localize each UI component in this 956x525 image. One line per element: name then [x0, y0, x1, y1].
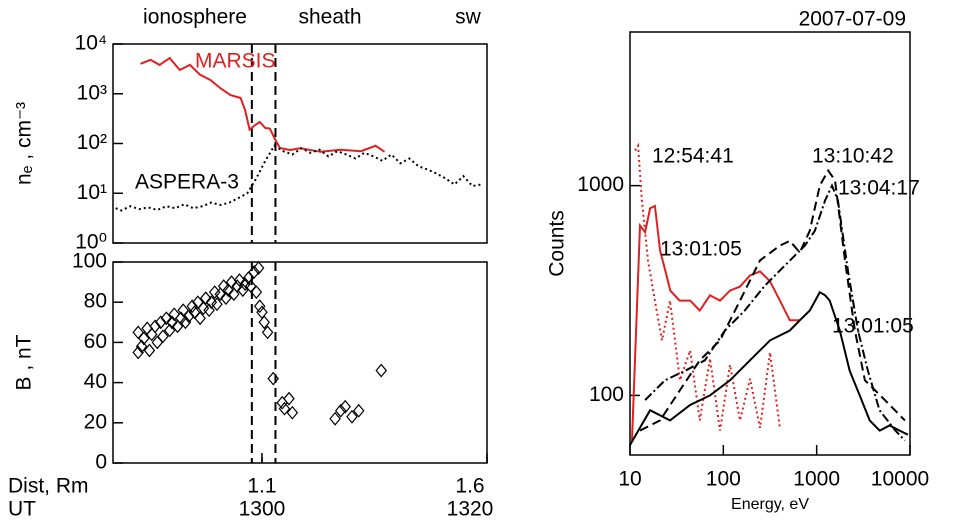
- data-point: [186, 299, 198, 314]
- data-point: [258, 315, 271, 330]
- data-point: [138, 331, 150, 346]
- series-label: 13:04:17: [838, 177, 920, 200]
- data-point: [183, 309, 195, 324]
- data-point: [248, 265, 260, 279]
- data-point: [132, 345, 144, 360]
- y-tick-label: 100: [72, 250, 107, 273]
- data-point: [334, 403, 347, 418]
- y-tick-label: 60: [84, 330, 107, 353]
- data-point: [199, 291, 212, 306]
- data-point: [149, 319, 161, 334]
- x-tick-label: 10: [618, 468, 641, 491]
- data-point: [253, 299, 266, 314]
- data-point: [329, 411, 341, 426]
- x-axis-label: Energy, eV: [731, 496, 809, 513]
- data-point: [261, 325, 274, 340]
- dist-axis-label: Dist, Rm: [8, 475, 89, 498]
- y-tick-label: 10⁴: [75, 32, 107, 55]
- plot-frame: [112, 43, 488, 244]
- y-tick-label: 1000: [577, 173, 624, 196]
- data-point: [217, 279, 230, 294]
- series-label: 12:54:41: [652, 145, 734, 168]
- y-tick-label: 80: [84, 290, 107, 313]
- data-point: [143, 343, 156, 358]
- data-point: [250, 285, 263, 300]
- region-label: ionosphere: [143, 6, 247, 29]
- x-tick-label: 100: [706, 468, 741, 491]
- data-point: [160, 311, 173, 326]
- x-tick-label: 1000: [793, 468, 840, 491]
- data-point: [203, 303, 215, 318]
- data-line: [639, 168, 906, 432]
- data-point: [220, 291, 232, 306]
- data-line: [644, 183, 906, 442]
- x-axis-label: UT: [8, 498, 36, 521]
- data-point: [168, 307, 180, 322]
- series-label: 13:01:05: [832, 315, 914, 338]
- y-tick-label: 20: [84, 410, 107, 433]
- y-axis-label: B , nT: [13, 334, 36, 390]
- region-label: sw: [455, 6, 482, 29]
- y-tick-label: 100: [589, 383, 624, 406]
- plot-frame: [112, 261, 488, 464]
- x-tick-label: 1300: [239, 498, 286, 521]
- data-point: [286, 405, 299, 420]
- data-line: [634, 142, 781, 431]
- x-tick-label: 10000: [871, 468, 929, 491]
- y-tick-label: 10³: [77, 81, 107, 104]
- data-line: [629, 290, 909, 446]
- dist-tick-label: 1.1: [247, 475, 276, 498]
- data-point: [375, 363, 388, 378]
- data-point: [256, 305, 268, 320]
- series-label: MARSIS: [195, 50, 276, 73]
- y-tick-label: 10²: [77, 131, 107, 154]
- data-point: [211, 297, 223, 312]
- data-point: [252, 261, 265, 275]
- data-line: [115, 144, 482, 212]
- data-point: [339, 399, 352, 414]
- chart-title: 2007-07-09: [799, 8, 906, 31]
- data-point: [283, 391, 295, 406]
- data-line: [631, 204, 800, 441]
- x-tick-label: 1320: [447, 498, 494, 521]
- data-point: [135, 339, 148, 354]
- data-point: [278, 401, 291, 416]
- y-tick-label: 10¹: [77, 181, 107, 204]
- data-point: [154, 315, 167, 330]
- data-point: [179, 315, 192, 330]
- y-axis-label: nₑ , cm⁻³: [13, 102, 36, 185]
- y-tick-label: 0: [95, 451, 107, 474]
- data-point: [346, 409, 358, 424]
- data-point: [276, 395, 289, 410]
- data-point: [194, 311, 206, 326]
- data-point: [267, 371, 280, 386]
- region-label: sheath: [298, 6, 361, 29]
- y-tick-label: 40: [84, 370, 107, 393]
- data-point: [157, 329, 169, 344]
- series-label: 13:01:05: [660, 238, 742, 261]
- y-axis-label: Counts: [546, 210, 569, 277]
- data-point: [166, 315, 178, 330]
- plot-frame: [629, 31, 911, 456]
- series-label: ASPERA-3: [135, 171, 239, 194]
- y-tick-label: 10⁰: [75, 231, 107, 254]
- data-line: [140, 56, 386, 153]
- data-point: [163, 323, 176, 338]
- data-point: [352, 403, 365, 418]
- series-label: 13:10:42: [812, 145, 894, 168]
- dist-tick-label: 1.6: [455, 475, 484, 498]
